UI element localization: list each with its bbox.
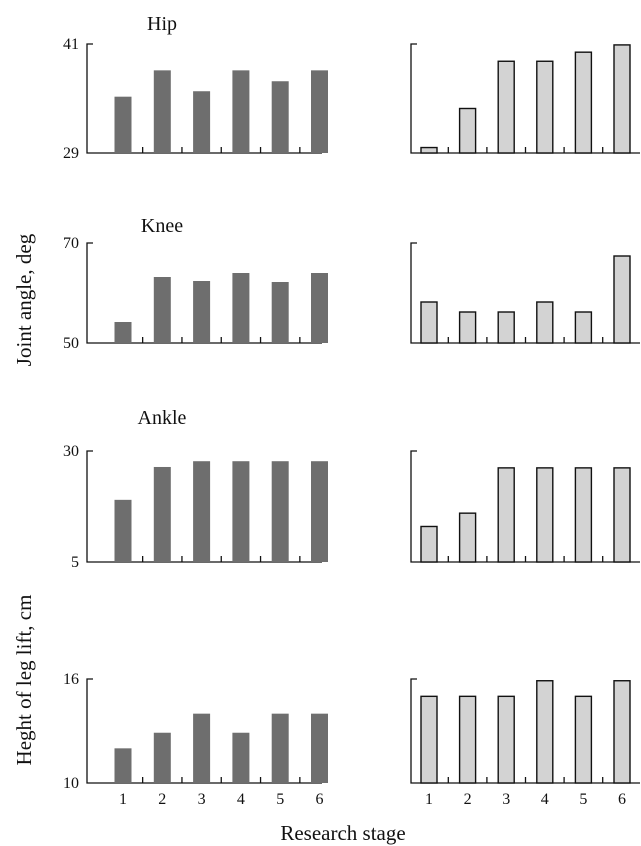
x-axis-label: Research stage: [280, 821, 405, 845]
chart-panels: Hip 29 41 Knee 50 70 Ankle 5 30 10 16 1 2 3 4 5 6 1 2 3 4 5 6: [63, 13, 640, 808]
bar-leg-lift-right-1: [420, 695, 438, 784]
bar-knee-right-3: [497, 311, 515, 344]
y-tick-label: 70: [63, 235, 79, 252]
y-tick-label: 29: [63, 145, 79, 162]
x-tick-label: 5: [579, 791, 587, 808]
x-tick-label: 3: [502, 791, 510, 808]
bar-knee-left-4: [232, 273, 250, 343]
bar-ankle-right-2: [458, 512, 477, 563]
bar-knee-right-1: [420, 301, 438, 344]
bar-hip-left-5: [271, 81, 289, 153]
panel-title-hip: Hip: [147, 13, 177, 35]
y-axis-label-joint-angle: Joint angle, deg: [12, 233, 36, 366]
panel-ankle-right: [410, 450, 640, 563]
panel-leg-lift-left: 10 16 1 2 3 4 5 6: [63, 671, 328, 808]
panel-title-ankle: Ankle: [138, 407, 187, 429]
bar-ankle-left-2: [153, 466, 171, 562]
bar-leg-lift-left-6: [311, 713, 328, 783]
bar-hip-left-2: [153, 70, 171, 153]
axis-lines: [410, 678, 640, 784]
bar-knee-right-2: [458, 311, 477, 344]
bar-ankle-right-3: [497, 467, 515, 563]
bar-ankle-left-1: [114, 499, 132, 562]
bar-hip-left-1: [114, 96, 132, 153]
bar-hip-right-6: [613, 44, 631, 154]
bar-hip-right-2: [458, 107, 477, 154]
axis-lines: [410, 242, 640, 344]
y-tick-label: 30: [63, 443, 79, 460]
bar-ankle-left-4: [232, 461, 250, 562]
axis-lines: [410, 43, 640, 154]
bar-knee-right-6: [613, 255, 631, 344]
bar-hip-left-3: [193, 91, 211, 153]
y-tick-label: 50: [63, 335, 79, 352]
y-tick-label: 41: [63, 36, 79, 53]
bar-knee-left-1: [114, 322, 132, 343]
x-tick-label: 3: [198, 791, 206, 808]
bar-hip-right-1: [420, 146, 438, 154]
bar-leg-lift-right-5: [574, 695, 593, 784]
bar-knee-right-4: [536, 301, 554, 344]
panel-hip-right: [410, 43, 640, 154]
bar-knee-left-3: [193, 281, 211, 343]
bar-ankle-right-6: [613, 467, 631, 563]
y-tick-label: 5: [71, 554, 79, 571]
bar-knee-left-6: [311, 273, 328, 343]
y-tick-label: 10: [63, 775, 79, 792]
bar-hip-right-3: [497, 60, 515, 154]
bar-ankle-right-4: [536, 467, 554, 563]
bar-knee-right-5: [574, 311, 593, 344]
x-tick-label: 2: [464, 791, 472, 808]
y-axis-label-leg-lift-height: Heght of leg lift, cm: [12, 595, 36, 766]
panel-title-knee: Knee: [141, 215, 183, 237]
bar-ankle-right-5: [574, 467, 593, 563]
panel-ankle-left: Ankle 5 30: [63, 407, 328, 571]
bar-ankle-left-5: [271, 461, 289, 562]
bar-knee-left-5: [271, 282, 289, 343]
bar-leg-lift-left-5: [271, 713, 289, 783]
panel-leg-lift-right: 1 2 3 4 5 6: [410, 678, 640, 808]
x-tick-label: 2: [158, 791, 166, 808]
panel-hip-left: Hip 29 41: [63, 13, 328, 162]
bar-hip-left-4: [232, 70, 250, 153]
bar-hip-left-6: [311, 70, 328, 153]
y-tick-label: 16: [63, 671, 79, 688]
panel-knee-right: [410, 242, 640, 344]
x-tick-label: 1: [425, 791, 433, 808]
x-tick-label: 4: [541, 791, 549, 808]
bar-leg-lift-right-4: [536, 680, 554, 784]
bar-leg-lift-right-6: [613, 680, 631, 784]
axis-lines: [410, 450, 640, 563]
bar-leg-lift-right-3: [497, 695, 515, 784]
bar-hip-right-4: [536, 60, 554, 154]
bar-leg-lift-left-3: [193, 713, 211, 783]
bar-leg-lift-left-4: [232, 732, 250, 783]
bar-leg-lift-left-1: [114, 748, 132, 783]
x-tick-label: 4: [237, 791, 245, 808]
bar-hip-right-5: [574, 51, 593, 154]
bar-leg-lift-left-2: [153, 732, 171, 783]
bar-ankle-right-1: [420, 525, 438, 563]
bar-ankle-left-3: [193, 461, 211, 562]
bar-knee-left-2: [153, 277, 171, 343]
x-tick-label: 1: [119, 791, 127, 808]
x-tick-label: 5: [276, 791, 284, 808]
bar-leg-lift-right-2: [458, 695, 477, 784]
bar-ankle-left-6: [311, 461, 328, 562]
panel-knee-left: Knee 50 70: [63, 215, 328, 352]
x-tick-label: 6: [618, 791, 626, 808]
x-tick-label: 6: [316, 791, 324, 808]
